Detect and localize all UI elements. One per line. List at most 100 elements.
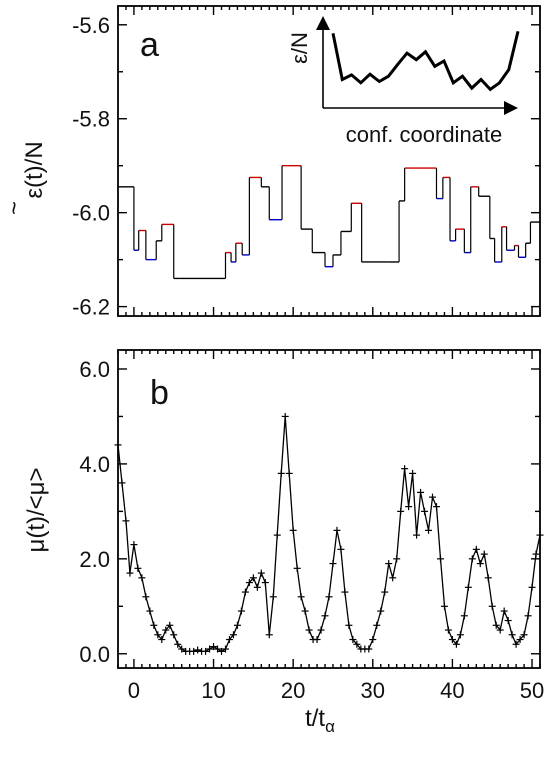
panel-b-point: [297, 593, 305, 601]
panel-b-point: [245, 579, 253, 587]
panel-b-point: [500, 607, 508, 615]
panel-b-point: [417, 488, 425, 496]
panel-b-point: [405, 503, 413, 511]
panel-b-point: [508, 631, 516, 639]
panel-b-point: [301, 607, 309, 615]
panel-b-point: [333, 526, 341, 534]
panel-b-y-tick-label: 4.0: [79, 452, 110, 477]
panel-b-point: [440, 602, 448, 610]
inset-x-arrowhead: [504, 101, 518, 115]
panel-b-point: [218, 647, 226, 655]
panel-b-point: [429, 493, 437, 501]
panel-b-point: [313, 636, 321, 644]
panel-b-point: [138, 574, 146, 582]
panel-b-point: [321, 612, 329, 620]
panel-b-point: [337, 545, 345, 553]
panel-b-point: [206, 645, 214, 653]
panel-a-trace: [118, 164, 540, 280]
inset-ylabel: ε/N: [287, 32, 312, 64]
panel-a-ylabel-text: ε(t)/N: [21, 141, 48, 198]
panel-b-point: [317, 626, 325, 634]
panel-b-point: [528, 583, 536, 591]
panel-b-point: [353, 640, 361, 648]
panel-b-frame: [117, 349, 541, 669]
inset-curve: [331, 30, 520, 92]
panel-b-y-tick-label: 2.0: [79, 547, 110, 572]
panel-b-point: [134, 564, 142, 572]
panel-a-ylabel-accent: ~: [1, 201, 28, 215]
panel-b-point: [345, 621, 353, 629]
panel-b-point: [329, 560, 337, 568]
panel-b-point: [468, 555, 476, 563]
panel-b-point: [397, 507, 405, 515]
panel-b-point: [269, 593, 277, 601]
panel-b-point: [265, 631, 273, 639]
panel-b-point: [432, 503, 440, 511]
panel-b-point: [421, 507, 429, 515]
panel-b-point: [281, 412, 289, 420]
panel-b-letter: b: [150, 374, 169, 412]
panel-b-point: [496, 626, 504, 634]
panel-a-y-tick-label: -6.2: [72, 295, 110, 320]
panel-b-trace: [114, 412, 544, 655]
panel-b-ylabel: μ(t)/<μ>: [23, 467, 50, 552]
panel-b-point: [233, 621, 241, 629]
panel-b-x-tick-label: 10: [201, 678, 225, 703]
panel-b-point: [174, 640, 182, 648]
panel-b-point: [365, 645, 373, 653]
panel-b-x-tick-label: 0: [128, 678, 140, 703]
panel-b-xlabel-text: t/tα: [305, 705, 335, 736]
panel-a-frame: [117, 5, 541, 317]
panel-b-point: [448, 636, 456, 644]
panel-b-point: [221, 645, 229, 653]
panel-b-point: [460, 612, 468, 620]
panel-b-point: [261, 579, 269, 587]
panel-a-y-tick-label: -5.8: [72, 107, 110, 132]
panel-b-point: [480, 550, 488, 558]
panel-b-point: [377, 607, 385, 615]
panel-b-point: [126, 569, 134, 577]
panel-b-point: [492, 621, 500, 629]
panel-b-point: [385, 560, 393, 568]
panel-b-point: [194, 646, 202, 654]
panel-b-point: [520, 631, 528, 639]
panel-b-point: [472, 545, 480, 553]
panel-b-point: [130, 541, 138, 549]
panel-b-point: [118, 479, 126, 487]
panel-b-xlabel-sub: α: [325, 717, 335, 736]
panel-b-point: [122, 517, 130, 525]
panel-b-point: [381, 588, 389, 596]
panel-b-point: [524, 612, 532, 620]
panel-b-y-tick-labels: 0.0 2.0 4.0 6.0: [79, 357, 110, 667]
panel-b-x-tick-label: 20: [281, 678, 305, 703]
panel-b-point: [170, 631, 178, 639]
panel-b-point: [452, 640, 460, 648]
panel-b-point: [237, 607, 245, 615]
panel-a-ylabel: ε(t)/N ~: [1, 141, 48, 215]
panel-b-point: [253, 583, 261, 591]
panel-b-point: [532, 550, 540, 558]
panel-b-point: [150, 621, 158, 629]
panel-b-point: [325, 593, 333, 601]
panel-b-y-tick-label: 0.0: [79, 642, 110, 667]
panel-a-y-tick-label: -6.0: [72, 201, 110, 226]
panel-b-point: [409, 469, 417, 477]
panel-b-point: [488, 602, 496, 610]
panel-b-xlabel-main: t/t: [305, 705, 325, 732]
panel-b-point: [456, 631, 464, 639]
panel-b-point: [536, 531, 544, 539]
panel-b-point: [425, 526, 433, 534]
panel-b-x-tick-label: 40: [440, 678, 464, 703]
panel-b-point: [142, 593, 150, 601]
panel-b-point: [389, 574, 397, 582]
panel-b-point: [305, 626, 313, 634]
panel-b-point: [257, 569, 265, 577]
panel-b-x-tick-label: 50: [520, 678, 544, 703]
panel-b-point: [249, 574, 257, 582]
panel-b-point: [349, 636, 357, 644]
panel-b-point: [341, 588, 349, 596]
panel-b-point: [289, 526, 297, 534]
panel-b: 0.0 2.0 4.0 6.0 0 10 20 30 40 50 b μ(t)/<μ> t/tα: [23, 349, 544, 736]
panel-b-point: [210, 643, 218, 651]
panel-b-point: [413, 531, 421, 539]
